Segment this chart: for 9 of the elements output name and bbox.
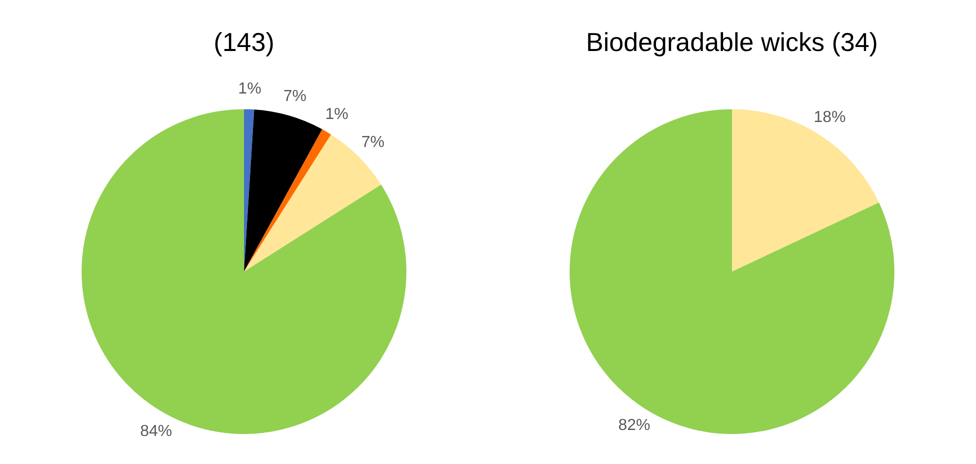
data-label: 7% xyxy=(361,134,385,152)
data-label: 82% xyxy=(618,417,650,434)
data-label: 1% xyxy=(325,106,348,124)
data-label: 1% xyxy=(238,80,262,98)
data-label: 18% xyxy=(814,109,846,126)
data-label: 7% xyxy=(283,88,306,105)
data-label: 84% xyxy=(140,422,172,440)
chart-title: (143) xyxy=(214,26,274,57)
chart-title: Biodegradable wicks (34) xyxy=(586,26,878,57)
